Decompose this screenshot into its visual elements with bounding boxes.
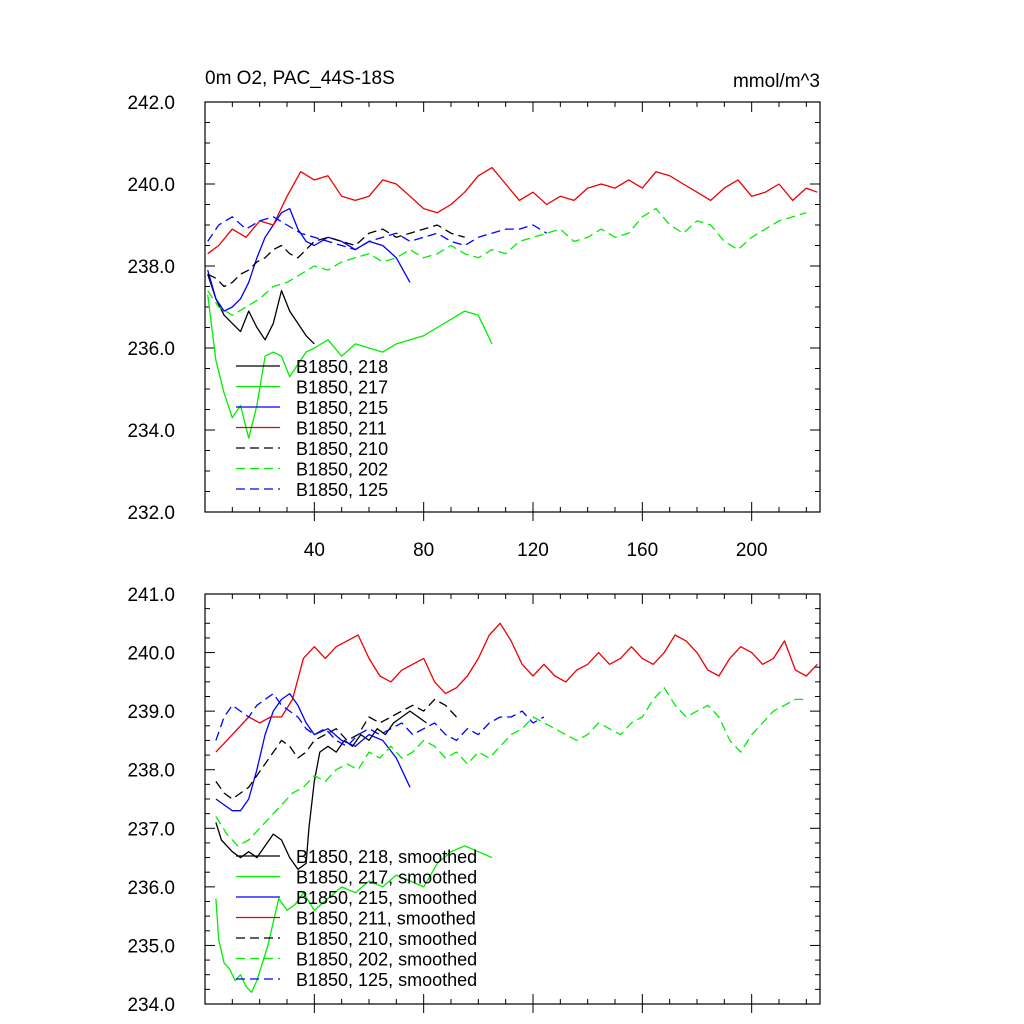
x-tick-label: 160: [626, 540, 658, 561]
bottom-panel: 234.0 235.0 236.0 237.0 238.0 239.0 240.0 241.0…: [127, 585, 821, 1016]
series-line-4: [215, 622, 818, 753]
series-line-1: [215, 710, 427, 870]
series-line-5: [207, 224, 465, 288]
top-units: mmol/m^3: [733, 71, 820, 92]
series-line-5: [215, 698, 457, 800]
series-line-4: [207, 166, 818, 255]
series-line-6: [215, 687, 807, 847]
series-line-6: [207, 207, 807, 316]
legend-label-7: B1850, 125: [296, 480, 388, 500]
y-tick-label: 232.0: [127, 503, 175, 524]
y-tick-label: 240.0: [127, 644, 175, 665]
x-tick-label: 80: [413, 540, 434, 561]
y-tick-label: 238.0: [127, 761, 175, 782]
legend-label-5: B1850, 210: [296, 439, 388, 459]
series-line-2: [207, 294, 493, 439]
bottom-series-group: [215, 622, 818, 993]
legend-label-4: B1850, 211: [296, 419, 387, 439]
y-tick-label: 236.0: [127, 339, 175, 360]
top-panel: 0m O2, PAC_44S-18S mmol/m^3 40 80 120 160 20…: [127, 68, 821, 561]
y-tick-label: 237.0: [127, 819, 175, 840]
legend-label-4: B1850, 211, smoothed: [296, 909, 476, 929]
x-tick-label: 120: [517, 540, 549, 561]
legend-label-3: B1850, 215: [296, 398, 388, 418]
y-tick-label: 235.0: [127, 936, 175, 957]
x-tick-label: 200: [736, 540, 768, 561]
legend-label-2: B1850, 217, smoothed: [296, 868, 477, 888]
y-tick-label: 238.0: [127, 257, 175, 278]
legend-label-5: B1850, 210, smoothed: [296, 929, 477, 949]
legend-label-2: B1850, 217: [296, 378, 388, 398]
y-tick-label: 239.0: [127, 702, 175, 723]
top-series-group: [207, 166, 818, 439]
top-ticks: 40 80 120 160 200 232.0 234.0 236.0 238.0 240.0 24…: [127, 93, 820, 561]
y-tick-label: 242.0: [127, 93, 175, 114]
y-tick-label: 241.0: [127, 585, 175, 606]
series-line-2: [215, 845, 493, 993]
y-tick-label: 236.0: [127, 878, 175, 899]
legend-label-1: B1850, 218, smoothed: [296, 847, 477, 867]
series-line-7: [207, 216, 548, 251]
legend-label-6: B1850, 202: [296, 460, 388, 480]
top-title: 0m O2, PAC_44S-18S: [205, 68, 395, 89]
series-line-3: [215, 692, 411, 812]
series-line-1: [207, 273, 315, 345]
legend-label-1: B1850, 218: [296, 357, 388, 377]
legend-label-3: B1850, 215, smoothed: [296, 888, 477, 908]
bottom-ticks: 234.0 235.0 236.0 237.0 238.0 239.0 240.0 241.0: [127, 585, 820, 1016]
y-tick-label: 234.0: [127, 421, 175, 442]
y-tick-label: 240.0: [127, 175, 175, 196]
legend-label-7: B1850, 125, smoothed: [296, 970, 477, 990]
legend-label-6: B1850, 202, smoothed: [296, 950, 477, 970]
x-tick-label: 40: [304, 540, 325, 561]
series-line-7: [215, 692, 545, 747]
y-tick-label: 234.0: [127, 995, 175, 1016]
